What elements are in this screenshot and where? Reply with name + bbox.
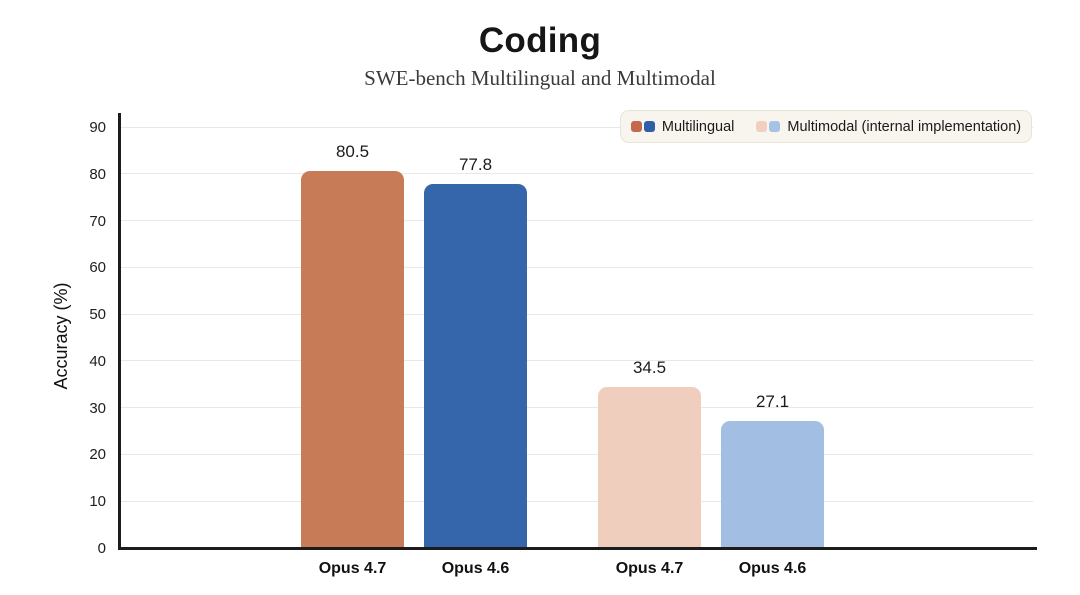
y-tick-label: 10 (89, 493, 106, 511)
y-gridline (121, 407, 1033, 409)
bar (424, 184, 527, 548)
chart-legend: Multilingual Multimodal (internal impleme… (620, 110, 1032, 143)
bar-value-label: 34.5 (632, 357, 667, 377)
y-gridline (121, 173, 1033, 175)
legend-swatch (756, 121, 768, 132)
y-tick-label: 70 (89, 212, 106, 230)
y-tick-label: 50 (89, 306, 106, 324)
legend-swatch-pair (630, 121, 655, 132)
y-gridline (121, 453, 1033, 455)
bar-value-label: 77.8 (458, 155, 493, 175)
y-tick-label: 60 (89, 259, 106, 277)
x-axis-tick-label: Opus 4.7 (318, 560, 387, 577)
y-tick-label: 40 (89, 352, 106, 370)
x-axis-line (118, 547, 1037, 550)
bar (598, 386, 701, 548)
chart-subtitle: SWE-bench Multilingual and Multimodal (364, 66, 716, 90)
y-gridline (121, 220, 1033, 222)
legend-entry-label: Multilingual (661, 118, 735, 135)
y-tick-label: 90 (89, 119, 106, 136)
y-tick-label: 0 (97, 540, 106, 557)
legend-entry: Multilingual (630, 118, 735, 135)
legend-entry: Multimodal (internal implementation) (756, 119, 1021, 135)
x-axis-tick-label: Opus 4.7 (615, 560, 684, 577)
legend-swatch (643, 121, 655, 132)
legend-swatch (630, 121, 642, 132)
bar (301, 171, 404, 548)
y-gridline (121, 500, 1033, 502)
chart-title: Coding (478, 21, 602, 60)
y-gridline (121, 126, 1033, 128)
bar-value-label: 80.5 (335, 142, 370, 162)
y-gridline (121, 266, 1033, 268)
y-gridline (121, 360, 1033, 362)
bar-value-label: 27.1 (755, 392, 790, 412)
legend-swatch (769, 121, 781, 132)
x-axis-tick-label: Opus 4.6 (441, 560, 510, 577)
y-axis-line (118, 113, 121, 550)
legend-entry-label: Multimodal (internal implementation) (787, 118, 1022, 135)
bar (721, 421, 824, 548)
y-tick-label: 20 (89, 446, 106, 464)
y-tick-label: 30 (89, 399, 106, 417)
legend-swatch-pair (756, 121, 781, 132)
y-gridline (121, 313, 1033, 315)
y-tick-label: 80 (89, 165, 106, 183)
x-axis-tick-label: Opus 4.6 (738, 560, 807, 577)
